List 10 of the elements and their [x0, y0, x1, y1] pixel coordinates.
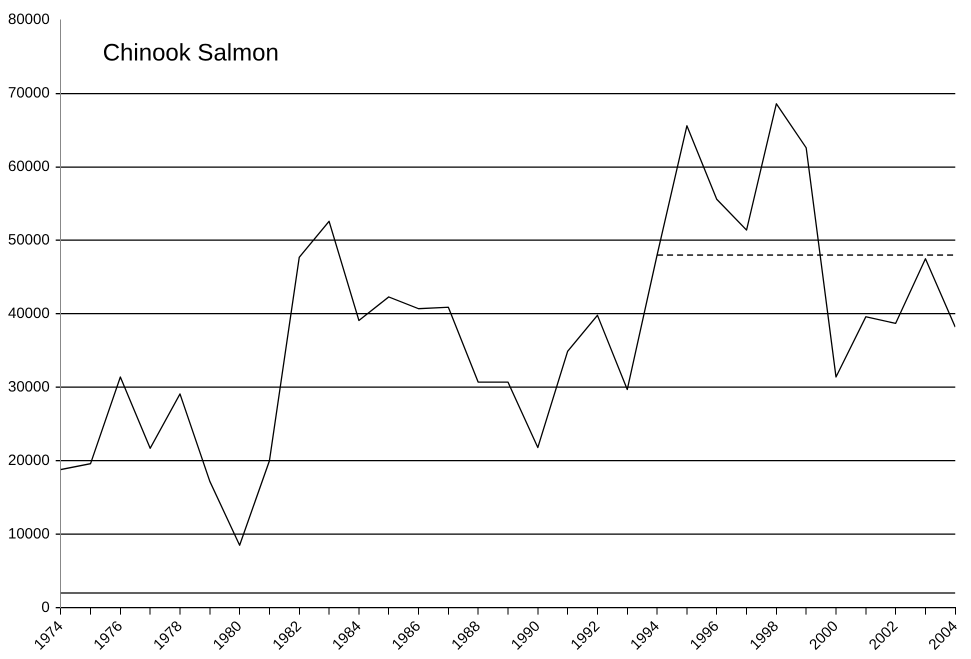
y-tick-label: 30000: [8, 378, 50, 396]
y-tick-label: 70000: [8, 84, 50, 102]
y-tick-label: 10000: [8, 525, 50, 542]
y-tick-label: 60000: [8, 158, 50, 176]
y-tick-label: 40000: [8, 304, 50, 322]
text: Chinook Salmon: [102, 40, 279, 67]
y-tick-label: 20000: [8, 452, 50, 469]
y-tick-label: 50000: [8, 232, 50, 249]
y-tick-label: 80000: [8, 11, 50, 28]
y-tick-label: 0: [41, 598, 50, 616]
